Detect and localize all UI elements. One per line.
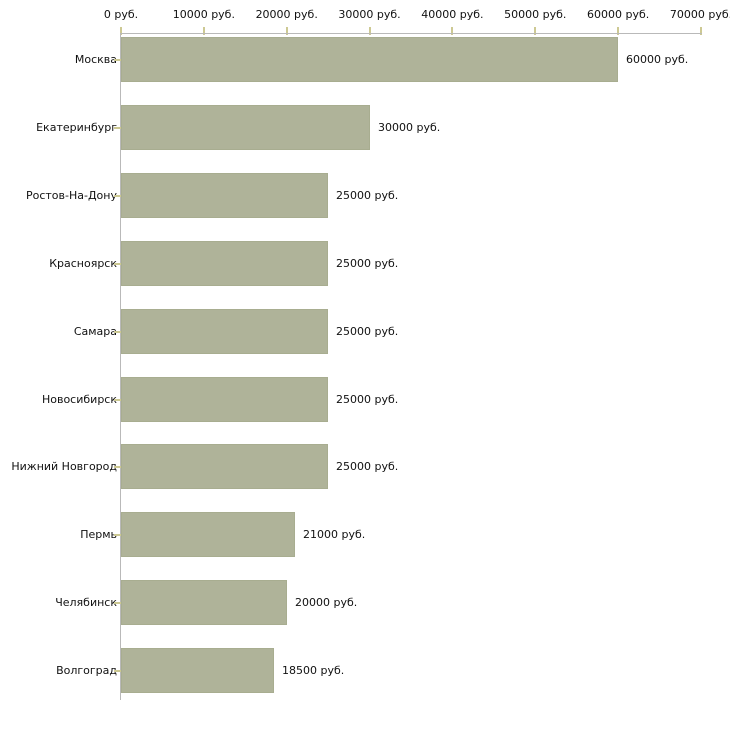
y-axis-tick-mark [114,601,121,604]
x-axis-tick-mark [700,27,702,35]
category-label: Москва [74,52,117,66]
x-axis-tick-mark [534,27,537,35]
y-axis-tick-mark [114,126,121,129]
value-label: 25000 руб. [336,459,399,473]
value-label: 21000 руб. [303,527,366,541]
value-label: 25000 руб. [336,392,399,406]
bar [121,173,328,218]
category-label: Екатеринбург [36,120,117,134]
x-axis-tick-label: 60000 руб. [587,8,650,21]
x-axis-tick-mark [120,27,122,35]
bar [121,580,287,625]
value-label: 30000 руб. [378,120,441,134]
category-label: Красноярск [49,256,117,270]
y-axis-tick-mark [114,669,121,672]
x-axis-tick-mark [451,27,454,35]
y-axis-tick-mark [114,465,121,468]
x-axis-tick-mark [368,27,371,35]
bar [121,444,328,489]
value-label: 20000 руб. [295,595,358,609]
bar [121,105,370,150]
category-label: Челябинск [55,595,117,609]
x-axis-tick-label: 30000 руб. [338,8,401,21]
y-axis-tick-mark [114,533,121,536]
y-axis-tick-mark [114,58,121,61]
category-label: Самара [73,324,117,338]
bar [121,377,328,422]
bar [121,648,274,693]
y-axis-tick-mark [114,398,121,401]
y-axis-tick-mark [114,330,121,333]
bar [121,241,328,286]
category-label: Новосибирск [41,392,117,406]
x-axis-tick-mark [202,27,205,35]
x-axis-tick-mark [617,27,620,35]
category-label: Пермь [80,527,117,541]
x-axis-tick-mark [285,27,288,35]
category-label: Ростов-На-Дону [25,188,117,202]
value-label: 60000 руб. [626,52,689,66]
y-axis-tick-mark [114,194,121,197]
x-axis-tick-label: 10000 руб. [172,8,235,21]
y-axis-tick-mark [114,262,121,265]
x-axis-tick-label: 40000 руб. [421,8,484,21]
bar [121,37,618,82]
x-axis-line [121,33,702,34]
x-axis-tick-label: 50000 руб. [504,8,567,21]
bar [121,309,328,354]
x-axis-tick-label: 20000 руб. [255,8,318,21]
value-label: 25000 руб. [336,188,399,202]
y-axis-line [120,33,121,700]
bar [121,512,295,557]
category-label: Нижний Новгород [11,459,117,473]
value-label: 25000 руб. [336,256,399,270]
x-axis-tick-label: 0 руб. [103,8,139,21]
category-label: Волгоград [56,663,117,677]
x-axis-tick-label: 70000 руб. [669,8,730,21]
value-label: 18500 руб. [282,663,345,677]
value-label: 25000 руб. [336,324,399,338]
